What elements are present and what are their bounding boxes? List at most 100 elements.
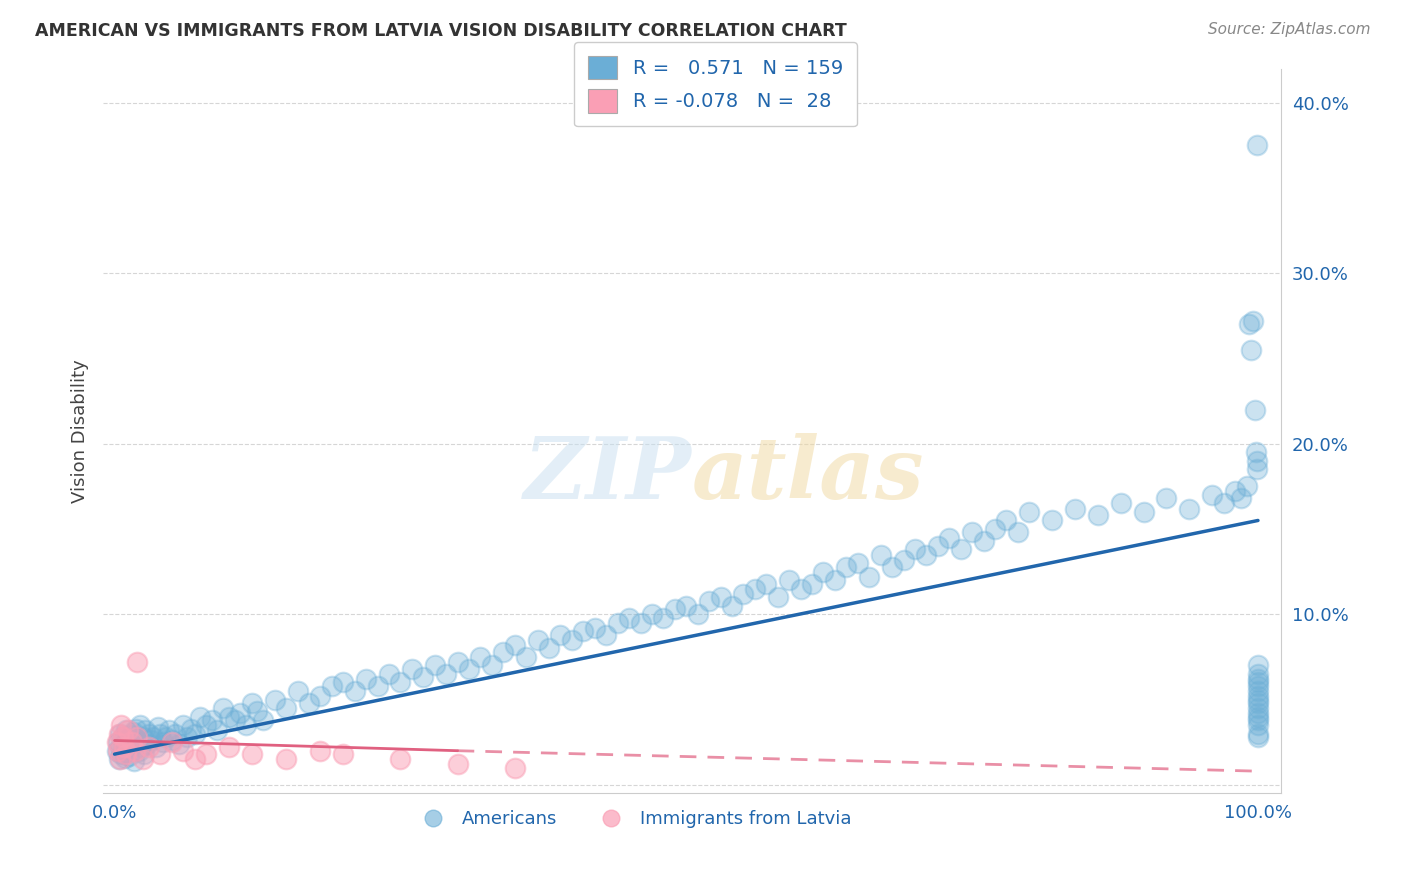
Point xyxy=(813,565,835,579)
Point xyxy=(481,658,503,673)
Point xyxy=(107,735,129,749)
Point xyxy=(332,747,354,761)
Point xyxy=(733,587,755,601)
Point xyxy=(1247,730,1270,744)
Point xyxy=(108,752,131,766)
Point xyxy=(112,737,135,751)
Point xyxy=(298,696,321,710)
Point xyxy=(134,723,156,738)
Point xyxy=(127,655,149,669)
Point xyxy=(1247,692,1270,706)
Point xyxy=(160,735,183,749)
Point xyxy=(105,744,128,758)
Point xyxy=(1247,658,1270,673)
Point xyxy=(378,667,401,681)
Point xyxy=(124,731,146,746)
Point xyxy=(114,750,136,764)
Point xyxy=(107,744,129,758)
Point xyxy=(434,667,457,681)
Point xyxy=(183,726,205,740)
Point xyxy=(1040,513,1063,527)
Point xyxy=(515,649,537,664)
Point xyxy=(835,559,858,574)
Point xyxy=(332,675,354,690)
Point xyxy=(1247,713,1270,727)
Point xyxy=(446,757,468,772)
Point xyxy=(201,713,224,727)
Point xyxy=(1246,454,1268,468)
Point xyxy=(127,730,149,744)
Point xyxy=(121,725,143,739)
Point xyxy=(218,709,240,723)
Point xyxy=(1247,667,1270,681)
Point xyxy=(142,730,165,744)
Point xyxy=(915,548,938,562)
Point xyxy=(1247,679,1270,693)
Point xyxy=(127,735,149,749)
Point xyxy=(110,726,132,740)
Point xyxy=(195,747,218,761)
Point xyxy=(172,718,194,732)
Point xyxy=(117,723,139,738)
Point xyxy=(167,737,190,751)
Point xyxy=(149,726,172,740)
Point xyxy=(1018,505,1040,519)
Point xyxy=(1247,701,1270,715)
Point xyxy=(1247,675,1270,690)
Point xyxy=(146,720,169,734)
Point xyxy=(938,531,960,545)
Point xyxy=(721,599,744,613)
Point xyxy=(118,748,141,763)
Point xyxy=(152,735,174,749)
Point xyxy=(766,591,789,605)
Point xyxy=(538,641,561,656)
Point xyxy=(561,632,583,647)
Text: Source: ZipAtlas.com: Source: ZipAtlas.com xyxy=(1208,22,1371,37)
Point xyxy=(446,655,468,669)
Point xyxy=(1007,525,1029,540)
Point xyxy=(401,662,423,676)
Y-axis label: Vision Disability: Vision Disability xyxy=(72,359,89,503)
Point xyxy=(121,739,143,753)
Point xyxy=(132,730,155,744)
Point xyxy=(115,746,138,760)
Point xyxy=(686,607,709,622)
Point xyxy=(218,740,240,755)
Point xyxy=(138,726,160,740)
Point xyxy=(141,733,163,747)
Point xyxy=(321,679,343,693)
Text: AMERICAN VS IMMIGRANTS FROM LATVIA VISION DISABILITY CORRELATION CHART: AMERICAN VS IMMIGRANTS FROM LATVIA VISIO… xyxy=(35,22,846,40)
Point xyxy=(503,638,526,652)
Point xyxy=(274,752,297,766)
Point xyxy=(172,744,194,758)
Point xyxy=(183,752,205,766)
Point xyxy=(115,733,138,747)
Point xyxy=(1247,672,1270,686)
Point xyxy=(212,701,235,715)
Point xyxy=(111,730,134,744)
Point xyxy=(1246,462,1268,476)
Point xyxy=(240,747,263,761)
Point xyxy=(180,722,202,736)
Point xyxy=(630,615,652,630)
Point xyxy=(755,576,778,591)
Point xyxy=(287,684,309,698)
Text: atlas: atlas xyxy=(692,433,925,516)
Point xyxy=(224,713,246,727)
Point xyxy=(246,705,269,719)
Point xyxy=(112,740,135,755)
Point xyxy=(134,747,156,761)
Point xyxy=(235,718,257,732)
Point xyxy=(121,735,143,749)
Point xyxy=(412,670,434,684)
Point xyxy=(1247,718,1270,732)
Point xyxy=(458,662,481,676)
Point xyxy=(229,706,252,721)
Point xyxy=(869,548,891,562)
Point xyxy=(111,730,134,744)
Point xyxy=(1201,488,1223,502)
Point xyxy=(1244,445,1267,459)
Point xyxy=(110,718,132,732)
Point xyxy=(675,599,697,613)
Point xyxy=(572,624,595,639)
